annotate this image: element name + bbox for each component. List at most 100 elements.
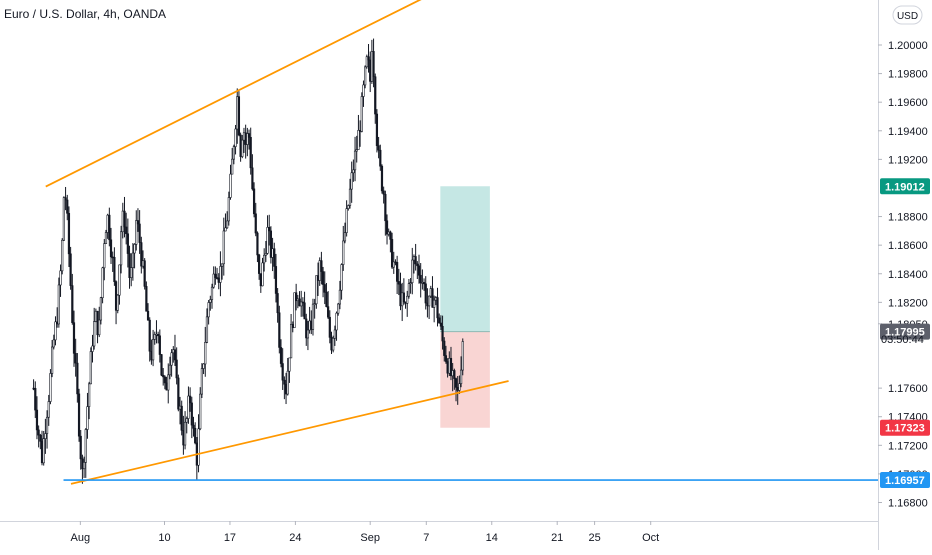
candle-body: [192, 424, 195, 429]
candle-body: [202, 363, 205, 369]
position-zones: [440, 186, 490, 428]
candle-body: [389, 231, 392, 240]
currency-button[interactable]: USD: [892, 5, 923, 25]
loss-zone: [440, 331, 490, 428]
candle-body: [278, 312, 281, 348]
candle-body: [384, 193, 387, 222]
candle-body: [396, 262, 399, 282]
chart-title: Euro / U.S. Dollar, 4h, OANDA: [4, 7, 166, 21]
candle-body: [57, 284, 60, 325]
candle-body: [340, 264, 343, 291]
candle-body: [244, 132, 247, 145]
candle-body: [399, 283, 402, 307]
candle-body: [313, 303, 316, 306]
candle-body: [315, 275, 318, 305]
candle-body: [448, 357, 451, 374]
candle-body: [40, 441, 44, 464]
candle-body: [39, 434, 42, 442]
candle-body: [47, 401, 50, 418]
candle-body: [99, 297, 103, 321]
price-tick-label: 1.19800: [888, 69, 928, 81]
candle-body: [148, 319, 151, 352]
candle-body: [412, 256, 416, 261]
candle-body: [51, 346, 54, 374]
bar-countdown: 03:50:44: [881, 334, 924, 346]
candle-body: [263, 254, 266, 264]
candle-body: [390, 239, 394, 268]
candle-body: [310, 320, 313, 330]
candle-body: [409, 282, 412, 284]
candle-body: [37, 429, 40, 436]
price-tick-label: 1.20000: [888, 40, 928, 52]
candle-body: [133, 244, 136, 254]
candle-body: [77, 393, 81, 437]
drawing-lines[interactable]: [45, 0, 878, 485]
candle-body: [182, 430, 185, 446]
candle-body: [49, 373, 52, 402]
candle-body: [219, 266, 222, 283]
candle-body: [337, 303, 340, 314]
candle-body: [397, 281, 400, 285]
candle-body: [45, 416, 49, 434]
time-axis[interactable]: Aug 10 17 24 Sep 7 14 21 25 Oct: [71, 521, 660, 544]
support-price-badge: [880, 472, 930, 489]
candle-body: [295, 292, 298, 302]
candle-body: [215, 277, 219, 279]
candle-body: [108, 214, 111, 241]
candle-body: [296, 298, 299, 302]
candle-body: [343, 232, 347, 242]
candle-body: [347, 205, 350, 209]
candle-body: [103, 243, 106, 269]
target-price-badge: [880, 178, 930, 195]
candle-body: [141, 260, 145, 267]
candle-body: [123, 210, 126, 228]
candle-body: [289, 323, 293, 359]
candle-body: [279, 347, 283, 364]
candle-body: [411, 259, 414, 283]
candle-body: [71, 285, 74, 323]
candle-body: [428, 295, 431, 307]
candle-body: [332, 337, 335, 351]
candle-body: [61, 239, 64, 272]
candle-body: [34, 388, 37, 411]
candle-body: [98, 319, 101, 336]
candle-body: [113, 257, 116, 282]
candle-body: [232, 146, 235, 160]
candle-body: [353, 150, 357, 171]
candle-body: [96, 310, 99, 336]
time-tick-label: 17: [224, 532, 236, 544]
candlestick-series: [32, 38, 464, 484]
candle-body: [116, 294, 119, 311]
candle-body: [167, 374, 170, 391]
lower-wedge-trendline[interactable]: [70, 380, 509, 485]
candle-body: [338, 289, 342, 305]
candle-body: [125, 226, 128, 235]
upper-wedge-trendline[interactable]: [45, 0, 444, 188]
candle-body: [342, 240, 345, 265]
candle-body: [252, 188, 256, 215]
candle-body: [89, 351, 92, 385]
time-tick-label: Oct: [642, 532, 659, 544]
candle-body: [311, 303, 315, 330]
candle-body: [185, 418, 188, 423]
candle-body: [446, 361, 449, 374]
candle-body: [79, 435, 82, 460]
candle-body: [419, 274, 422, 284]
candle-body: [210, 286, 214, 300]
candle-body: [261, 262, 264, 287]
candle-body: [220, 263, 224, 267]
candle-body: [458, 383, 461, 391]
candle-body: [308, 320, 311, 331]
candle-body: [387, 231, 390, 235]
candle-body: [199, 393, 202, 430]
candle-body: [276, 293, 279, 314]
candle-body: [335, 312, 338, 331]
candle-body: [153, 334, 156, 340]
candle-body: [54, 321, 57, 341]
candle-body: [52, 339, 55, 348]
candle-body: [35, 409, 39, 431]
candle-body: [402, 292, 405, 303]
candle-body: [291, 323, 294, 328]
